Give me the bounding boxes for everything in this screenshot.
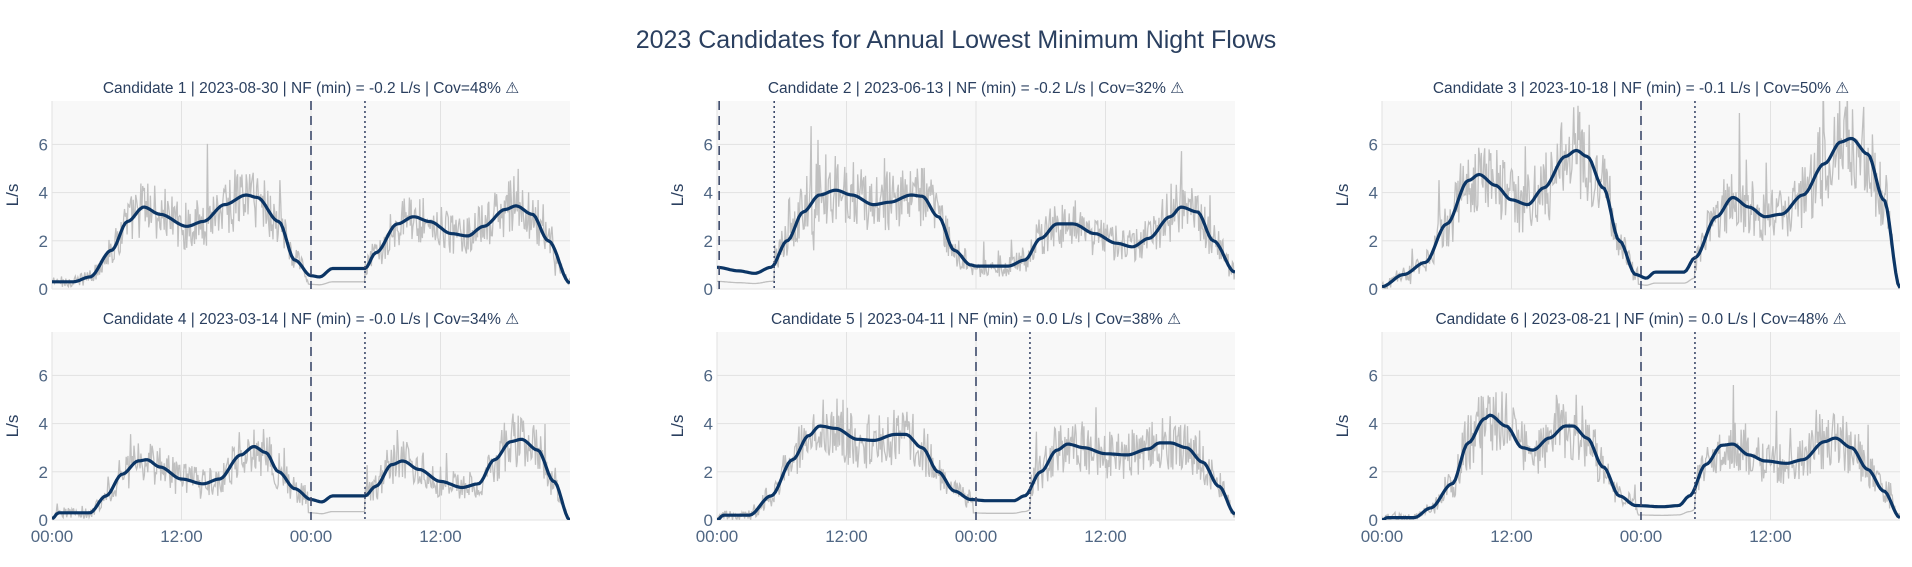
y-tick-label: 0	[1369, 511, 1378, 530]
x-tick-label: 00:00	[1620, 527, 1663, 546]
subplot-2: Candidate 2 | 2023-06-13 | NF (min) = -0…	[668, 80, 1235, 299]
subplot-3: Candidate 3 | 2023-10-18 | NF (min) = -0…	[1333, 80, 1900, 299]
plot-lines	[717, 126, 1235, 285]
y-tick-label: 6	[39, 135, 48, 154]
x-tick-label: 00:00	[31, 527, 74, 546]
smoothed-flow-line	[1382, 136, 1900, 289]
y-tick-label: 4	[704, 184, 713, 203]
x-tick-label: 12:00	[1749, 527, 1792, 546]
y-tick-label: 6	[1369, 366, 1378, 385]
y-tick-label: 0	[1369, 280, 1378, 299]
x-tick-label: 00:00	[290, 527, 333, 546]
subplot-title: Candidate 2 | 2023-06-13 | NF (min) = -0…	[768, 80, 1184, 97]
subplot-title: Candidate 3 | 2023-10-18 | NF (min) = -0…	[1433, 80, 1849, 97]
y-tick-label: 0	[39, 511, 48, 530]
smoothed-flow-line	[717, 188, 1235, 275]
y-axis-label: L/s	[1333, 415, 1352, 438]
chart-title: 2023 Candidates for Annual Lowest Minimu…	[635, 26, 1277, 54]
y-tick-label: 2	[704, 463, 713, 482]
y-tick-label: 6	[704, 366, 713, 385]
y-tick-label: 2	[1369, 232, 1378, 251]
y-tick-label: 2	[1369, 463, 1378, 482]
y-tick-label: 2	[704, 232, 713, 251]
subplot-5: Candidate 5 | 2023-04-11 | NF (min) = 0.…	[668, 311, 1235, 546]
y-tick-label: 4	[39, 184, 48, 203]
y-tick-label: 2	[39, 232, 48, 251]
y-tick-label: 4	[1369, 184, 1378, 203]
y-tick-label: 2	[39, 463, 48, 482]
y-axis-label: L/s	[668, 184, 687, 207]
subplot-6: Candidate 6 | 2023-08-21 | NF (min) = 0.…	[1333, 311, 1900, 546]
y-axis-label: L/s	[3, 184, 22, 207]
subplot-4: Candidate 4 | 2023-03-14 | NF (min) = -0…	[3, 311, 570, 546]
y-axis-label: L/s	[3, 415, 22, 438]
raw-flow-line	[717, 126, 1235, 285]
x-tick-label: 12:00	[160, 527, 203, 546]
y-axis-label: L/s	[1333, 184, 1352, 207]
y-tick-label: 0	[704, 280, 713, 299]
x-tick-label: 12:00	[419, 527, 462, 546]
y-tick-label: 6	[1369, 135, 1378, 154]
y-axis-label: L/s	[668, 415, 687, 438]
subplot-title: Candidate 1 | 2023-08-30 | NF (min) = -0…	[103, 80, 519, 97]
subplot-title: Candidate 6 | 2023-08-21 | NF (min) = 0.…	[1435, 311, 1846, 328]
subplot-1: Candidate 1 | 2023-08-30 | NF (min) = -0…	[3, 80, 570, 299]
y-tick-label: 6	[39, 366, 48, 385]
x-tick-label: 00:00	[696, 527, 739, 546]
y-tick-label: 4	[1369, 415, 1378, 434]
y-tick-label: 6	[704, 135, 713, 154]
x-tick-label: 00:00	[1361, 527, 1404, 546]
x-tick-label: 12:00	[825, 527, 868, 546]
x-tick-label: 00:00	[955, 527, 998, 546]
x-tick-label: 12:00	[1490, 527, 1533, 546]
subplot-title: Candidate 5 | 2023-04-11 | NF (min) = 0.…	[771, 311, 1181, 328]
y-tick-label: 4	[39, 415, 48, 434]
y-tick-label: 4	[704, 415, 713, 434]
subplot-title: Candidate 4 | 2023-03-14 | NF (min) = -0…	[103, 311, 519, 328]
y-tick-label: 0	[704, 511, 713, 530]
y-tick-label: 0	[39, 280, 48, 299]
smoothed-flow-line	[52, 193, 570, 285]
x-tick-label: 12:00	[1084, 527, 1127, 546]
